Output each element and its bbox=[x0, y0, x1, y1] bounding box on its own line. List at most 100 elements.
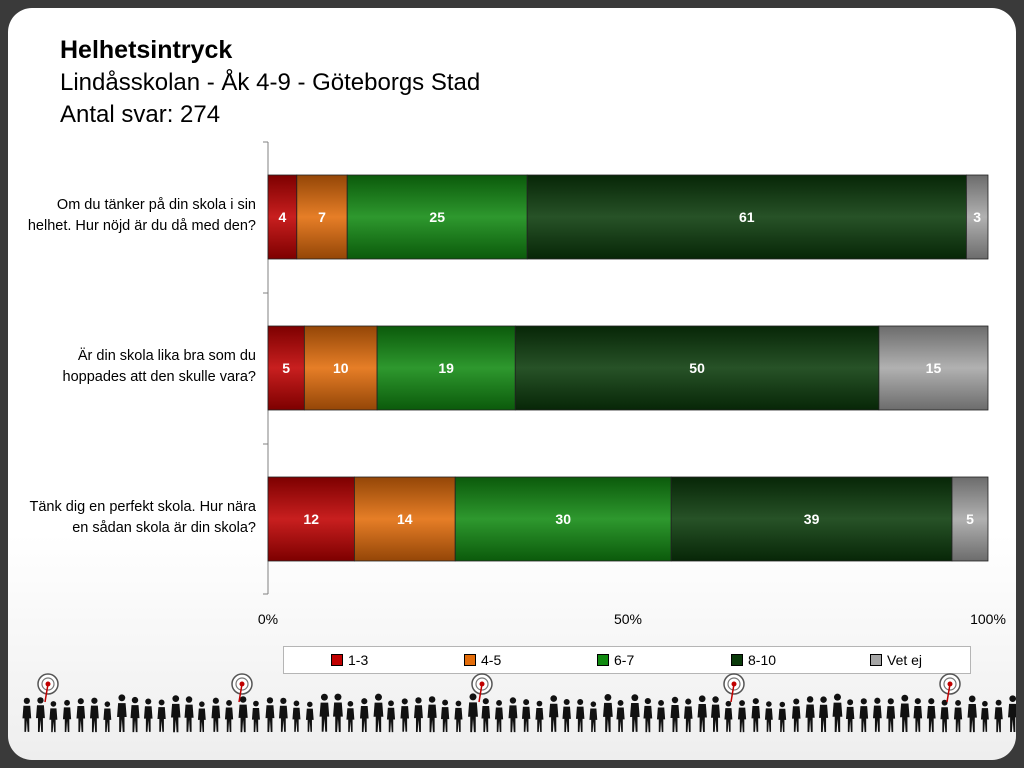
category-label-line: hoppades att den skulle vara? bbox=[62, 369, 256, 385]
person-silhouette bbox=[737, 700, 747, 733]
data-label: 10 bbox=[333, 360, 349, 376]
person-silhouette bbox=[778, 701, 787, 732]
legend-swatch bbox=[597, 654, 609, 666]
person-silhouette bbox=[468, 693, 478, 733]
person-silhouette bbox=[197, 701, 206, 733]
person-silhouette bbox=[386, 700, 396, 733]
person-silhouette bbox=[900, 694, 910, 733]
person-silhouette bbox=[616, 700, 625, 733]
category-label: Är din skola lika bra som du hoppades att… bbox=[8, 346, 256, 388]
target-marker-icon bbox=[939, 673, 961, 703]
legend-item: Vet ej bbox=[870, 652, 922, 668]
person-silhouette bbox=[589, 701, 598, 733]
bar-segment-1-3 bbox=[267, 174, 298, 260]
person-silhouette bbox=[994, 699, 1003, 733]
person-silhouette bbox=[373, 693, 384, 733]
data-label: 39 bbox=[804, 511, 820, 527]
data-label: 50 bbox=[689, 360, 705, 376]
legend-label: 1-3 bbox=[348, 652, 369, 668]
person-silhouette bbox=[764, 701, 773, 732]
bar-segment-8-10 bbox=[526, 174, 967, 260]
bar-segment-6-7 bbox=[346, 174, 528, 260]
person-silhouette bbox=[157, 699, 166, 732]
person-silhouette bbox=[697, 695, 707, 733]
person-silhouette bbox=[319, 693, 330, 732]
legend-label: 6-7 bbox=[614, 652, 635, 668]
crowd-silhouette-decoration bbox=[22, 673, 1016, 733]
person-silhouette bbox=[711, 696, 721, 732]
bar-segment-6-7 bbox=[376, 325, 516, 411]
person-silhouette bbox=[1008, 695, 1016, 732]
person-silhouette bbox=[481, 698, 491, 732]
person-silhouette bbox=[845, 699, 855, 732]
data-label: 30 bbox=[555, 511, 571, 527]
category-label-line: helhet. Hur nöjd är du då med den? bbox=[27, 218, 256, 234]
target-marker-icon bbox=[471, 673, 493, 703]
person-silhouette bbox=[359, 698, 369, 732]
data-label: 25 bbox=[429, 209, 445, 225]
person-silhouette bbox=[76, 698, 86, 732]
person-silhouette bbox=[62, 699, 72, 732]
data-label: 5 bbox=[282, 360, 290, 376]
category-label-line: Om du tänker på din skola i sin bbox=[56, 197, 256, 213]
legend-label: 4-5 bbox=[481, 652, 502, 668]
person-silhouette bbox=[238, 696, 248, 733]
person-silhouette bbox=[305, 701, 314, 732]
person-silhouette bbox=[292, 700, 301, 732]
bar-segment-1-3 bbox=[267, 325, 305, 411]
person-silhouette bbox=[926, 698, 936, 732]
person-silhouette bbox=[211, 697, 221, 732]
target-marker-icon bbox=[37, 673, 59, 703]
stacked-bar-chart: 0% 50% 100% 4 7 25 61 3 5 10 19 50 15 12 14 30 39 5 bbox=[258, 141, 1006, 627]
person-silhouette bbox=[346, 701, 355, 732]
person-silhouette bbox=[791, 698, 801, 732]
person-silhouette bbox=[886, 698, 896, 733]
legend-swatch bbox=[870, 654, 882, 666]
person-silhouette bbox=[143, 698, 153, 732]
legend-swatch bbox=[331, 654, 343, 666]
person-silhouette bbox=[724, 700, 733, 732]
bar-segment-8-10 bbox=[514, 325, 880, 411]
data-label: 19 bbox=[438, 360, 454, 376]
data-label: 14 bbox=[397, 511, 413, 527]
legend-item: 6-7 bbox=[597, 652, 634, 668]
person-silhouette bbox=[224, 700, 234, 733]
bar-segment-8-10 bbox=[670, 476, 953, 562]
data-label: 12 bbox=[303, 511, 319, 527]
person-silhouette bbox=[832, 693, 843, 733]
person-silhouette bbox=[117, 694, 127, 733]
data-label: 3 bbox=[973, 209, 981, 225]
response-count: Antal svar: 274 bbox=[60, 101, 221, 128]
x-tick-label: 50% bbox=[614, 611, 642, 627]
person-silhouette bbox=[656, 700, 666, 733]
category-label: Tänk dig en perfekt skola. Hur nära en så… bbox=[8, 497, 256, 539]
legend-item: 1-3 bbox=[331, 652, 368, 668]
target-marker-icon bbox=[723, 673, 745, 703]
bar-segment-vet-ej bbox=[966, 174, 989, 260]
bar-segment-4-5 bbox=[353, 476, 456, 562]
category-label-line: Tänk dig en perfekt skola. Hur nära bbox=[29, 499, 256, 515]
data-label: 61 bbox=[739, 209, 755, 225]
person-silhouette bbox=[575, 698, 585, 733]
person-silhouette bbox=[805, 696, 815, 733]
person-silhouette bbox=[400, 698, 410, 732]
person-silhouette bbox=[643, 697, 653, 733]
person-silhouette bbox=[251, 700, 260, 733]
bar-segment-vet-ej bbox=[878, 325, 989, 411]
person-silhouette bbox=[413, 697, 423, 733]
bar-segment-4-5 bbox=[303, 325, 378, 411]
person-silhouette bbox=[427, 696, 437, 733]
person-silhouette bbox=[49, 701, 58, 733]
bar-segment-6-7 bbox=[454, 476, 672, 562]
person-silhouette bbox=[103, 701, 112, 733]
person-silhouette bbox=[940, 699, 949, 733]
person-silhouette bbox=[872, 697, 882, 732]
category-label: Om du tänker på din skola i sin helhet. H… bbox=[8, 195, 256, 237]
person-silhouette bbox=[89, 697, 99, 733]
chart-title: Helhetsintryck bbox=[60, 36, 233, 64]
person-silhouette bbox=[562, 698, 571, 733]
person-silhouette bbox=[549, 695, 559, 732]
person-silhouette bbox=[967, 695, 977, 733]
data-label: 4 bbox=[279, 209, 287, 225]
legend-item: 8-10 bbox=[731, 652, 776, 668]
